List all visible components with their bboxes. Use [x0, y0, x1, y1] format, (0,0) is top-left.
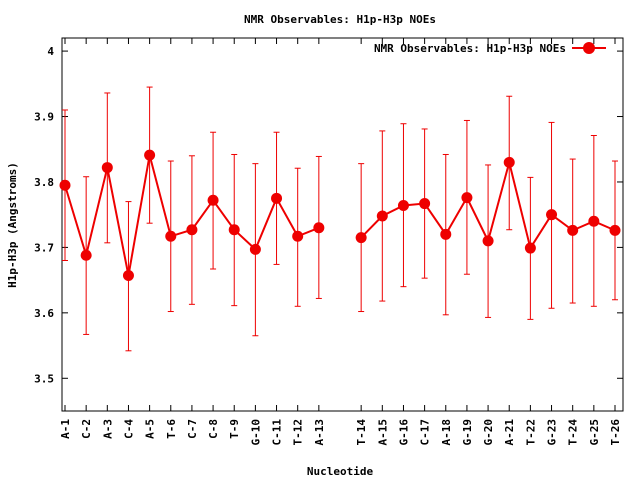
y-axis: 3.5 3.6 3.7 3.8 3.9 4	[34, 45, 623, 385]
data-point	[355, 232, 367, 244]
x-tick-label: A-5	[144, 419, 157, 439]
data-point	[567, 224, 579, 236]
x-tick-label: G-10	[249, 419, 262, 446]
data-point	[313, 222, 325, 234]
y-tick-label: 3.7	[34, 241, 54, 254]
data-point	[503, 156, 515, 168]
x-tick-label: C-17	[419, 419, 432, 446]
x-tick-label: C-4	[122, 419, 135, 439]
x-tick-label: A-13	[313, 419, 326, 446]
x-tick-label: G-25	[588, 419, 601, 446]
data-point	[376, 210, 388, 222]
y-axis-label: H1p-H3p (Angstroms)	[6, 162, 19, 288]
data-point	[440, 228, 452, 240]
x-tick-label: T-24	[567, 419, 580, 446]
x-tick-label: C-7	[186, 419, 199, 439]
data-point	[524, 242, 536, 254]
data-point	[609, 224, 621, 236]
x-tick-label: C-11	[271, 419, 284, 446]
data-point	[186, 224, 198, 236]
data-point	[165, 230, 177, 242]
x-tick-label: G-23	[546, 419, 559, 446]
data-point	[588, 215, 600, 227]
y-tick-label: 4	[47, 45, 54, 58]
data-point	[228, 224, 240, 236]
y-tick-label: 3.5	[34, 372, 54, 385]
x-tick-label: A-3	[101, 419, 114, 439]
x-tick-label: T-14	[355, 419, 368, 446]
x-tick-label: C-8	[207, 419, 220, 439]
x-axis-label: Nucleotide	[307, 465, 374, 478]
data-point	[419, 198, 431, 210]
x-tick-label: C-2	[80, 419, 93, 439]
data-point	[59, 179, 71, 191]
data-point	[101, 162, 113, 174]
y-tick-label: 3.8	[34, 176, 54, 189]
x-tick-label: G-19	[461, 419, 474, 446]
data-point	[397, 200, 409, 212]
x-tick-label: G-16	[397, 419, 410, 446]
x-tick-label: T-22	[524, 419, 537, 446]
y-tick-label: 3.6	[34, 307, 54, 320]
legend-marker	[583, 42, 595, 54]
x-tick-label: A-15	[376, 419, 389, 446]
data-point	[249, 243, 261, 255]
x-tick-label: A-18	[440, 419, 453, 446]
data-point	[80, 249, 92, 261]
data-point	[271, 192, 283, 204]
x-tick-label: T-9	[228, 419, 241, 439]
x-tick-label: T-26	[609, 419, 622, 446]
x-tick-label: T-6	[165, 419, 178, 439]
plot-frame	[61, 37, 624, 412]
data-point	[144, 149, 156, 161]
data-point	[546, 209, 558, 221]
x-tick-label: A-1	[59, 419, 72, 439]
data-point	[482, 235, 494, 247]
y-tick-label: 3.9	[34, 111, 54, 124]
legend-label: NMR Observables: H1p-H3p NOEs	[374, 42, 566, 55]
data-point	[292, 230, 304, 242]
x-axis: A-1 C-2 A-3 C-4 A-5 T-6 C-7 C-8 T-9 G-10 C-11 T-12 A…	[59, 38, 622, 446]
x-tick-label: A-21	[503, 419, 516, 446]
x-tick-label: T-12	[292, 419, 305, 446]
x-tick-label: G-20	[482, 419, 495, 446]
chart-title: NMR Observables: H1p-H3p NOEs	[244, 13, 436, 26]
series-layer	[59, 86, 621, 352]
data-point	[207, 194, 219, 206]
data-point	[461, 192, 473, 204]
data-point	[122, 270, 134, 282]
legend: NMR Observables: H1p-H3p NOEs	[374, 42, 606, 55]
